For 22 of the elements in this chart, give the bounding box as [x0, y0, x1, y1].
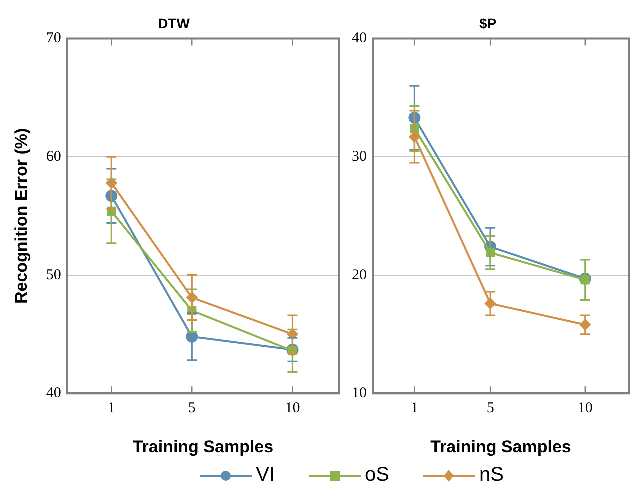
chart-title: $P: [479, 15, 497, 32]
x-tick-label: 1: [410, 400, 418, 417]
x-tick-label: 1: [108, 400, 116, 417]
legend-label: oS: [364, 464, 390, 487]
chart-title: DTW: [158, 15, 191, 32]
legend-label: VI: [256, 464, 275, 487]
y-axis-title: Recognition Error (%): [12, 128, 31, 304]
x-tick-label: 10: [578, 400, 593, 417]
y-tick-label: 50: [46, 267, 62, 284]
y-tick-label: 40: [46, 386, 62, 402]
x-tick-label: 10: [285, 400, 300, 417]
x-axis-title: Training Samples: [430, 437, 572, 456]
x-axis-title: Training Samples: [132, 437, 274, 456]
y-tick-label: 10: [352, 386, 367, 402]
x-tick-label: 5: [188, 400, 196, 417]
y-tick-label: 30: [352, 149, 367, 166]
y-tick-label: 20: [352, 267, 367, 284]
legend-label: nS: [479, 464, 504, 487]
x-tick-label: 5: [486, 400, 494, 417]
y-tick-label: 70: [46, 30, 62, 47]
y-tick-label: 40: [352, 30, 367, 47]
y-tick-label: 60: [46, 149, 62, 166]
